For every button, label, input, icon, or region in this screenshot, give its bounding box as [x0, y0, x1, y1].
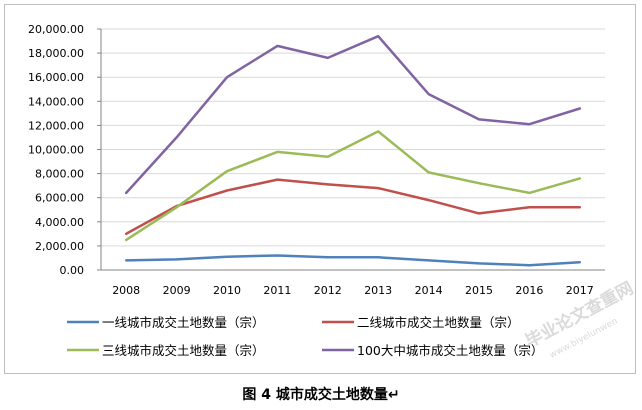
x-tick-label: 2012 [314, 284, 342, 297]
legend-label: 100大中城市成交土地数量（宗） [357, 343, 543, 358]
y-tick-label: 14,000.00 [28, 95, 84, 108]
x-tick-label: 2010 [213, 284, 241, 297]
legend-label: 三线城市成交土地数量（宗） [102, 343, 265, 358]
x-tick-label: 2017 [566, 284, 594, 297]
y-tick-label: 2,000.00 [35, 240, 84, 253]
y-tick-label: 12,000.00 [28, 119, 84, 132]
y-tick-label: 8,000.00 [35, 168, 84, 181]
y-tick-label: 10,000.00 [28, 144, 84, 157]
x-tick-label: 2011 [263, 284, 291, 297]
series-line-1 [124, 254, 582, 267]
legend-label: 二线城市成交土地数量（宗） [357, 315, 520, 330]
y-tick-label: 4,000.00 [35, 216, 84, 229]
y-tick-label: 20,000.00 [28, 23, 84, 36]
x-tick-label: 2009 [163, 284, 191, 297]
y-tick-label: 0.00 [60, 264, 85, 277]
y-tick-label: 16,000.00 [28, 71, 84, 84]
x-tick-label: 2008 [112, 284, 140, 297]
y-tick-label: 6,000.00 [35, 192, 84, 205]
legend-label: 一线城市成交土地数量（宗） [102, 315, 265, 330]
series-line-4 [124, 34, 582, 195]
line-chart: 0.00 2,000.00 4,000.00 6,000.00 8,000.00 10,0… [28, 23, 605, 358]
x-tick-label: 2015 [465, 284, 493, 297]
y-tick-label: 18,000.00 [28, 47, 84, 60]
x-tick-label: 2016 [515, 284, 543, 297]
x-tick-label: 2014 [415, 284, 443, 297]
chart-frame [4, 4, 636, 374]
figure-caption: 图 4 城市成交土地数量↵ [242, 387, 400, 403]
series-line-3 [124, 130, 582, 242]
x-tick-label: 2013 [364, 284, 392, 297]
series-line-2 [124, 178, 582, 236]
